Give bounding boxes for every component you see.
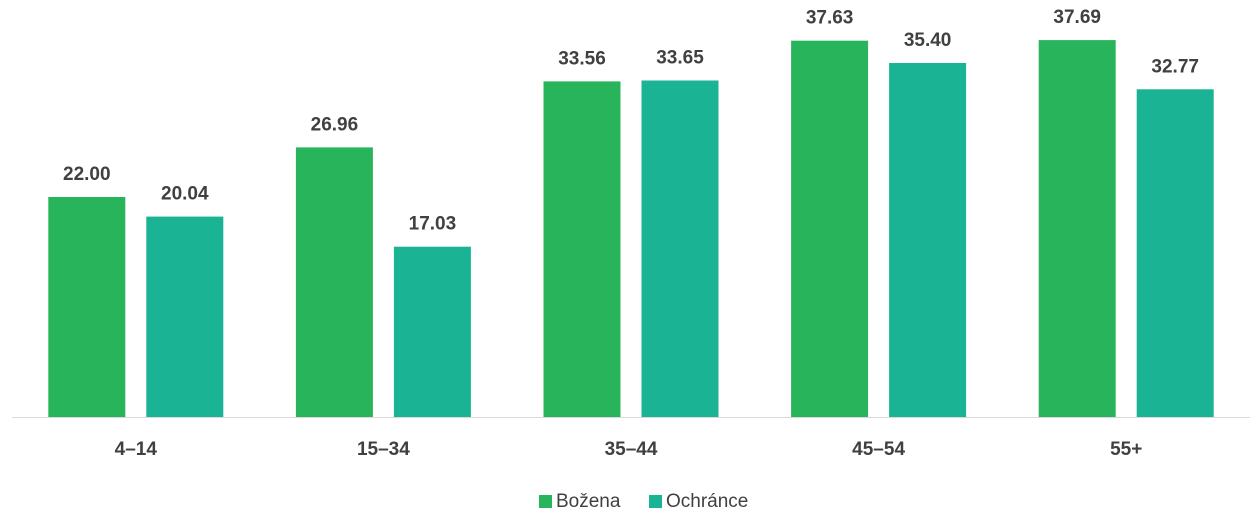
bar-ochrance-55 — [1136, 89, 1214, 418]
data-label-bozena-15-34: 26.96 — [311, 114, 359, 135]
bar-ochrance-4-14 — [146, 216, 224, 417]
data-label-ochrance-55: 32.77 — [1151, 56, 1199, 77]
x-tick-label-55: 55+ — [1110, 439, 1142, 460]
data-label-ochrance-45-54: 35.40 — [904, 30, 952, 51]
data-label-ochrance-35-44: 33.65 — [656, 48, 704, 69]
bar-bozena-35-44 — [543, 81, 621, 418]
x-tick-label-45-54: 45–54 — [852, 439, 905, 460]
data-label-bozena-45-54: 37.63 — [806, 8, 854, 29]
legend-label-ochrance: Ochránce — [666, 491, 748, 512]
data-label-bozena-55: 37.69 — [1053, 7, 1101, 28]
bar-ochrance-15-34 — [393, 246, 471, 417]
bar-ochrance-35-44 — [641, 80, 719, 417]
bar-bozena-15-34 — [295, 147, 373, 417]
legend-swatch-bozena — [539, 495, 552, 508]
bars-group — [48, 40, 1214, 418]
value-labels-group: 22.00 20.04 26.96 17.03 33.56 33.65 37.63 35.40… — [63, 7, 1199, 235]
legend: Božena Ochránce — [539, 491, 748, 512]
data-label-bozena-4-14: 22.00 — [63, 164, 111, 185]
legend-swatch-ochrance — [649, 495, 662, 508]
legend-label-bozena: Božena — [556, 491, 621, 512]
data-label-ochrance-15-34: 17.03 — [409, 214, 457, 235]
x-tick-label-4-14: 4–14 — [115, 439, 158, 460]
data-label-ochrance-4-14: 20.04 — [161, 184, 209, 205]
bar-bozena-45-54 — [791, 40, 869, 417]
x-tick-label-35-44: 35–44 — [605, 439, 658, 460]
x-tick-label-15-34: 15–34 — [357, 439, 410, 460]
data-label-bozena-35-44: 33.56 — [558, 48, 606, 69]
bar-ochrance-45-54 — [889, 63, 967, 417]
bar-bozena-55 — [1038, 40, 1116, 417]
bar-bozena-4-14 — [48, 197, 126, 417]
x-tick-labels-group: 4–14 15–34 35–44 45–54 55+ — [115, 439, 1143, 460]
